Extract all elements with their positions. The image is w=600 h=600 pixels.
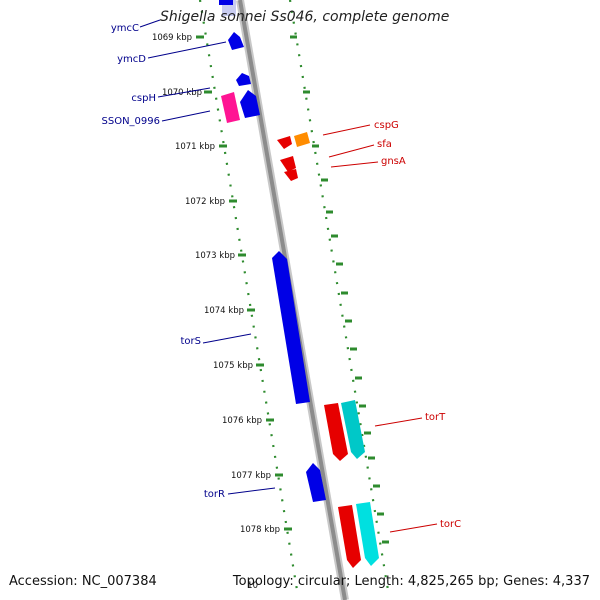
gene-cspG[interactable] [277, 136, 292, 149]
gene-SSON-0996-blue[interactable] [240, 90, 260, 118]
gene-gnsA[interactable] [280, 156, 296, 172]
accession-text: Accession: NC_007384 [9, 574, 157, 589]
tick-label: 1069 kbp [152, 33, 192, 43]
gene-label-ymcD[interactable]: ymcD [117, 54, 146, 65]
gene-label-cspG[interactable]: cspG [374, 120, 399, 131]
tick-label: 1076 kbp [222, 416, 262, 426]
outer-ring-left [198, 0, 299, 591]
leader-line [139, 19, 161, 28]
tick-label: 1073 kbp [195, 251, 235, 261]
gene-torC-cyan[interactable] [356, 502, 379, 566]
tick-labels: 1069 kbp 1070 kbp 1071 kbp 1072 kbp 1073… [152, 33, 280, 591]
gene-label-gnsA[interactable]: gnsA [381, 156, 406, 167]
gene-label-sfa[interactable]: sfa [377, 139, 392, 150]
right-labels: cspG sfa gnsA torT torC [374, 120, 461, 530]
gene-torT-red[interactable] [324, 403, 348, 461]
tick-label: 1077 kbp [231, 471, 271, 481]
leader-line [330, 161, 379, 168]
gene-torR[interactable] [306, 463, 326, 502]
gene-label-cspH[interactable]: cspH [131, 93, 156, 104]
gene-label-torT[interactable]: torT [425, 412, 446, 423]
leader-line [202, 333, 252, 344]
tick-label: 1074 kbp [204, 306, 244, 316]
genes-forward [219, 0, 326, 502]
outer-ring-right [288, 0, 390, 591]
tick-label: 1075 kbp [213, 361, 253, 371]
gene-label-torR[interactable]: torR [204, 489, 225, 500]
tick-label: 1071 kbp [175, 142, 215, 152]
leader-line [389, 523, 438, 533]
gene-SSON-0996[interactable] [221, 92, 240, 123]
tick-label: 1072 kbp [185, 197, 225, 207]
gene-label-torS[interactable]: torS [181, 336, 202, 347]
leader-line [161, 110, 211, 122]
gene-gnsA-2[interactable] [284, 169, 298, 181]
gene-label-SSON-0996[interactable]: SSON_0996 [102, 116, 161, 127]
gene-label-torC[interactable]: torC [440, 519, 461, 530]
tick-label: 10 [247, 581, 258, 591]
leader-line [374, 417, 423, 427]
leader-line [322, 124, 371, 136]
leader-line [227, 487, 276, 495]
gene-torC-red[interactable] [338, 505, 361, 568]
gene-torT-cyan[interactable] [341, 400, 365, 459]
gene-ymcC-top[interactable] [219, 0, 233, 5]
gene-label-ymcC[interactable]: ymcC [111, 23, 139, 34]
left-labels: ymcC ymcD cspH SSON_0996 torS torR [102, 23, 226, 500]
left-leaders [139, 19, 276, 495]
right-leaders [322, 124, 438, 533]
gene-ymcD[interactable] [228, 32, 244, 50]
topology-text: Topology: circular; Length: 4,825,265 bp… [232, 574, 590, 589]
leader-line [147, 41, 227, 59]
map-title: Shigella sonnei Ss046, complete genome [160, 9, 450, 25]
tick-marks [196, 35, 389, 544]
gene-sfa[interactable] [294, 132, 310, 147]
gene-torS[interactable] [272, 251, 310, 404]
gene-cspH[interactable] [236, 73, 251, 86]
tick-label: 1078 kbp [240, 525, 280, 535]
leader-line [157, 87, 211, 98]
leader-line [328, 144, 375, 158]
genes-reverse [277, 132, 379, 568]
